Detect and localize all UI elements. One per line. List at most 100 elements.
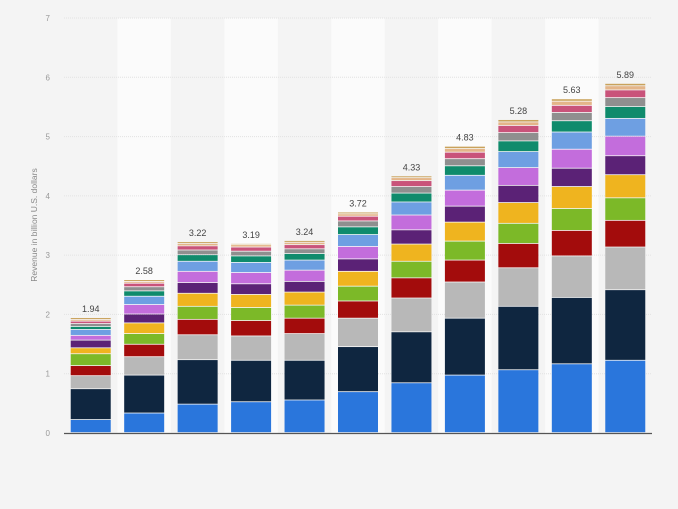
bar-segment [552,102,592,105]
bar-segment [605,156,645,174]
bar-segment [605,84,645,86]
bar-stack [285,241,325,432]
bar-segment [391,193,431,201]
total-data-label: 3.72 [349,198,367,208]
bar-segment [231,256,271,262]
bar-segment [552,256,592,297]
bar-segment [178,242,218,243]
bar-segment [338,221,378,226]
bar-segment [445,149,485,152]
y-tick-label: 7 [46,14,51,23]
bar-segment [338,247,378,259]
bar-segment [231,321,271,336]
bar-segment [71,376,111,388]
bar-segment [338,227,378,234]
bar-segment [391,215,431,229]
bar-segment [552,150,592,168]
bar-segment [552,187,592,208]
bar-segment [178,360,218,404]
bar-segment [285,282,325,292]
bar-segment [498,224,538,243]
bar-segment [605,119,645,136]
bar-segment [498,152,538,167]
bar-segment [285,271,325,281]
bar-segment [124,334,164,344]
bar-segment [71,348,111,353]
bar-segment [498,307,538,370]
bar-segment [178,255,218,261]
bar-segment [71,389,111,419]
bar-segment [338,287,378,301]
y-axis-label: Revenue in billion U.S. dollars [29,168,39,281]
bar-segment [605,247,645,289]
bar-segment [285,254,325,260]
bar-segment [445,282,485,317]
bar-segment [338,217,378,221]
bar-segment [338,392,378,432]
bar-segment [178,307,218,319]
bar-segment [178,262,218,271]
bar-segment [285,306,325,318]
bar-segment [498,370,538,432]
bar-segment [391,187,431,193]
bar-segment [552,121,592,131]
bar-segment [71,354,111,365]
bar-segment [552,298,592,364]
bar-segment [552,169,592,187]
bar-segment [285,241,325,242]
total-data-label: 1.94 [82,304,100,314]
bar-stack [338,212,378,432]
bar-segment [71,327,111,329]
bar-segment [445,159,485,165]
bar-segment [71,330,111,335]
bar-segment [178,283,218,293]
bar-segment [498,133,538,141]
bar-segment [178,250,218,254]
bar-segment [124,323,164,333]
bar-segment [178,405,218,433]
bar-segment [285,292,325,304]
bar-segment [124,282,164,283]
total-data-label: 2.58 [135,266,153,276]
bar-stack [445,147,485,433]
bar-segment [285,400,325,432]
bar-segment [391,202,431,214]
total-data-label: 3.22 [189,228,207,238]
bar-segment [231,245,271,247]
y-tick-label: 1 [46,370,51,379]
bar-segment [391,298,431,331]
total-data-label: 4.33 [403,162,421,172]
bar-segment [605,107,645,118]
bar-stack [391,176,431,432]
bar-segment [338,212,378,213]
bar-segment [445,375,485,432]
bar-segment [285,243,325,245]
bar-segment [445,176,485,190]
bar-segment [605,290,645,360]
bar-segment [445,260,485,281]
bar-segment [338,235,378,246]
bar-segment [338,347,378,391]
total-data-label: 5.28 [510,106,528,116]
bar-segment [71,318,111,319]
bar-segment [391,262,431,278]
bar-segment [231,252,271,256]
bar-segment [498,120,538,122]
bar-segment [124,291,164,296]
bar-segment [231,295,271,307]
total-data-label: 4.83 [456,133,474,143]
bar-segment [605,198,645,220]
bar-segment [178,272,218,282]
bar-segment [391,178,431,180]
bar-segment [391,244,431,260]
bar-segment [231,284,271,294]
bar-stack [498,120,538,432]
bar-segment [445,153,485,159]
bar-segment [124,297,164,305]
bar-segment [445,223,485,241]
bar-segment [71,320,111,321]
bar-segment [231,273,271,283]
bar-stack [178,242,218,432]
bar-segment [391,230,431,243]
bar-segment [445,319,485,375]
